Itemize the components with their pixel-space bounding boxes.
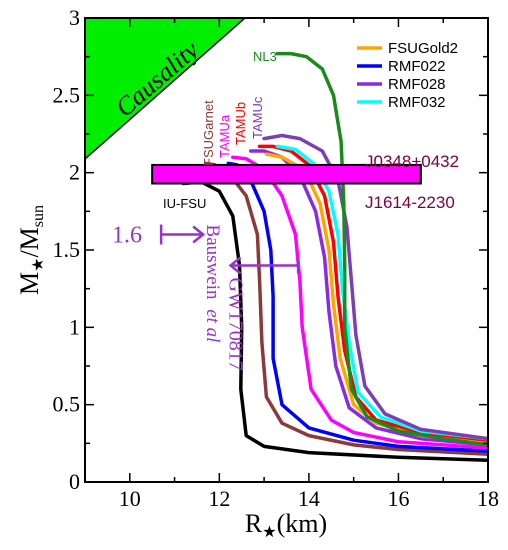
bauswein-author: Bauswein — [202, 225, 223, 300]
curve-label-tamub: TAMUb — [233, 102, 248, 145]
band-label-j0348: J0348+0432 — [365, 152, 459, 171]
x-axis-star: ★ — [262, 524, 276, 541]
curve-iu-fsu — [181, 180, 488, 463]
y-tick-label: 2 — [69, 160, 80, 185]
mass-band — [151, 163, 422, 185]
legend-label: FSUGold2 — [388, 40, 458, 57]
y-tick-label: 1 — [69, 314, 80, 339]
curve-label-tamuc: TAMUc — [250, 96, 265, 139]
y-axis-symbol: M — [15, 272, 44, 295]
y-axis-sun: sun — [30, 205, 47, 227]
legend-label: RMF022 — [388, 58, 446, 75]
gw170817-label: GW170817 — [225, 277, 247, 370]
bauswein-label: Bauswein et al — [202, 225, 223, 343]
y-tick-label: 2.5 — [53, 82, 81, 107]
curve-tamub — [257, 144, 488, 442]
curve-label-tamua: TAMUa — [217, 114, 232, 158]
bauswein-etal: et al — [202, 309, 223, 342]
y-tick-label: 1.5 — [53, 237, 81, 262]
bauswein-arrow-head — [192, 225, 206, 244]
x-tick-label: 16 — [387, 486, 409, 511]
x-tick-label: 12 — [208, 486, 230, 511]
bauswein-constraint: 1.6 Bauswein et al — [112, 223, 223, 343]
x-axis-title: R★(km) — [245, 509, 327, 541]
y-axis-sep: /M — [15, 227, 44, 257]
y-axis-title: M★/Msun — [15, 205, 47, 295]
y-axis-star: ★ — [30, 258, 47, 272]
y-tick-label: 0 — [69, 469, 80, 494]
curve-nl3 — [275, 51, 488, 447]
curve-label-nl3: NL3 — [253, 49, 277, 64]
gw170817-constraint: GW170817 — [225, 256, 300, 371]
bauswein-mass-label: 1.6 — [112, 223, 142, 249]
x-tick-label: 10 — [119, 486, 141, 511]
band-label-j1614: J1614-2230 — [365, 193, 455, 212]
y-tick-label: 0.5 — [53, 392, 81, 417]
y-tick-label: 3 — [69, 5, 80, 30]
legend-label: RMF032 — [388, 94, 446, 111]
curve-tamuc — [262, 133, 488, 441]
curve-label-iu-fsu: IU-FSU — [163, 196, 206, 211]
x-tick-label: 18 — [477, 486, 499, 511]
curve-label-fsugarnet: FSUGarnet — [201, 100, 216, 166]
gw170817-arrow-head — [228, 256, 242, 275]
x-axis-symbol: R — [245, 509, 263, 538]
curve-rmf032 — [275, 144, 488, 441]
legend-label: RMF028 — [388, 76, 446, 93]
x-axis-unit: (km) — [277, 509, 328, 538]
x-tick-label: 14 — [298, 486, 320, 511]
